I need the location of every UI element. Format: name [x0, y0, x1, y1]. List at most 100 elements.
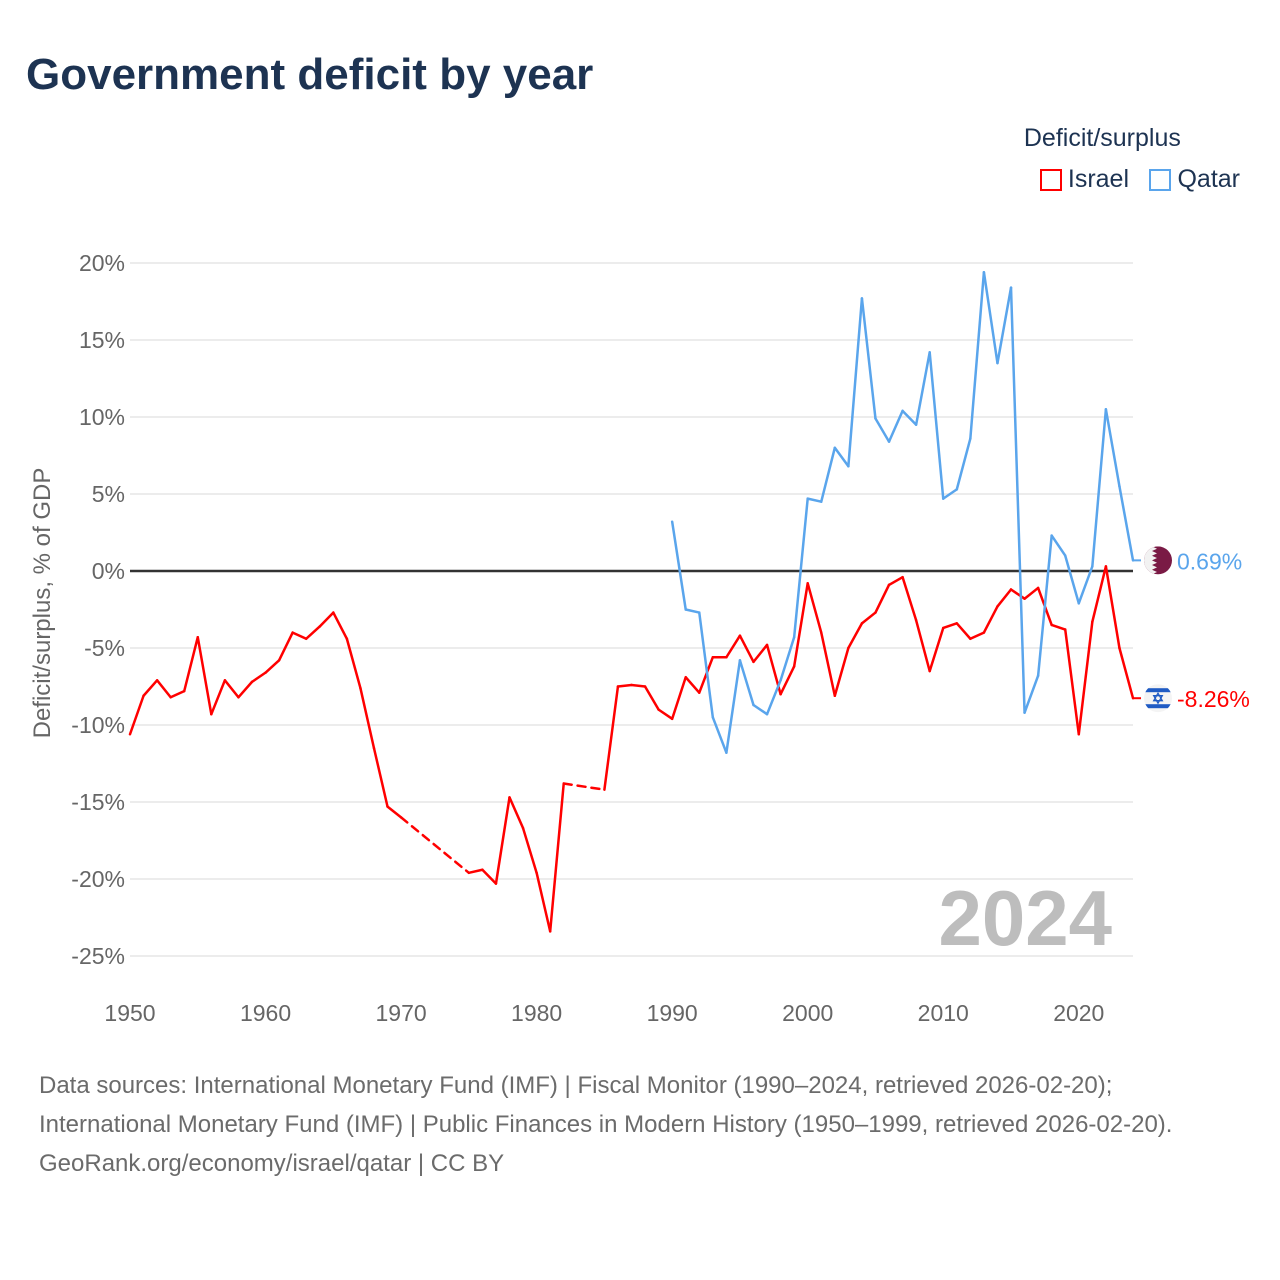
y-tick-label: -15% — [71, 789, 125, 815]
israel-line-segment — [345, 637, 362, 690]
israel-line-segment — [657, 708, 674, 721]
gridlines — [130, 262, 1133, 957]
qatar-line-segment — [982, 270, 999, 365]
qatar-line-segment — [1063, 554, 1081, 605]
israel-line-segment — [901, 575, 918, 622]
israel-line-segment — [643, 685, 660, 711]
israel-line-segment — [792, 582, 809, 668]
israel-line-segment — [1063, 628, 1081, 736]
israel-line-segment — [887, 575, 904, 587]
qatar-line-segment — [847, 297, 864, 468]
x-tick-label: 2000 — [782, 1000, 833, 1026]
x-tick-label: 1980 — [511, 1000, 562, 1026]
x-axis-ticks: 1950 1960 1970 1980 1990 2000 2010 2020 — [104, 1000, 1104, 1026]
qatar-line-segment — [901, 409, 918, 426]
qatar-line-segment — [969, 270, 986, 440]
israel-line-segment — [738, 634, 755, 664]
qatar-line-segment — [1118, 485, 1135, 562]
y-tick-label: -10% — [71, 712, 125, 738]
israel-line-segment — [806, 582, 823, 634]
series-lines — [128, 270, 1135, 933]
israel-line-segment — [630, 683, 647, 688]
israel-line-segment — [399, 816, 471, 875]
qatar-line-segment — [806, 497, 823, 503]
israel-line-segment — [494, 796, 511, 885]
qatar-line-segment — [765, 679, 782, 716]
legend-item-israel[interactable]: Israel — [1039, 165, 1130, 194]
legend-swatch-israel — [1039, 168, 1062, 191]
qatar-line-segment — [996, 286, 1013, 365]
y-tick-label: 10% — [79, 404, 125, 430]
israel-end-value-label: -8.26% — [1177, 686, 1250, 712]
qatar-line-segment — [1104, 408, 1121, 488]
legend-item-qatar[interactable]: Qatar — [1149, 165, 1240, 194]
israel-line-segment — [467, 868, 484, 875]
israel-line-segment — [264, 659, 281, 674]
qatar-line-segment — [1077, 565, 1094, 605]
qatar-line-segment — [1023, 674, 1040, 714]
israel-line-segment — [359, 686, 376, 750]
qatar-line-segment — [955, 437, 972, 491]
x-tick-label: 1950 — [104, 1000, 155, 1026]
israel-line-segment — [562, 782, 606, 791]
israel-line-segment — [535, 871, 552, 933]
israel-line-segment — [982, 605, 999, 634]
x-tick-label: 1960 — [240, 1000, 291, 1026]
end-labels: -8.26% 0.69% — [1133, 546, 1250, 713]
israel-line-segment — [304, 625, 322, 641]
qatar-line-segment — [684, 608, 701, 614]
israel-line-segment — [874, 583, 891, 614]
israel-line-segment — [684, 676, 701, 694]
qatar-line-segment — [792, 497, 809, 639]
israel-line-segment — [941, 622, 959, 630]
x-tick-label: 2010 — [918, 1000, 969, 1026]
israel-line-segment — [1023, 586, 1040, 600]
israel-line-segment — [250, 671, 267, 684]
qatar-line-segment — [833, 446, 850, 468]
qatar-line-segment — [820, 446, 837, 503]
israel-line-segment — [1050, 623, 1067, 631]
israel-line-segment — [847, 622, 864, 650]
y-tick-label: 15% — [79, 327, 125, 353]
legend-label-israel: Israel — [1067, 165, 1130, 193]
y-tick-label: 0% — [92, 558, 125, 584]
qatar-line-segment — [725, 659, 742, 754]
israel-line-segment — [155, 679, 172, 699]
qatar-flag-icon — [1144, 546, 1172, 575]
credit-link[interactable]: GeoRank.org/economy/israel/qatar | CC BY — [39, 1150, 505, 1177]
israel-line-segment — [1104, 565, 1121, 650]
qatar-line-segment — [1009, 286, 1026, 714]
israel-line-segment — [725, 634, 742, 659]
legend-title: Deficit/surplus — [1023, 124, 1181, 152]
israel-line-segment — [223, 679, 240, 699]
israel-line-segment — [820, 631, 837, 697]
israel-line-segment — [128, 694, 145, 736]
israel-line-segment — [332, 611, 349, 641]
israel-line-segment — [182, 635, 200, 693]
israel-line-segment — [508, 796, 525, 830]
y-tick-label: -25% — [71, 943, 125, 969]
qatar-line-segment — [914, 351, 931, 426]
y-tick-label: -20% — [71, 866, 125, 892]
israel-line-segment — [670, 676, 687, 721]
israel-line-segment — [955, 622, 972, 641]
israel-line-segment — [142, 679, 159, 697]
y-tick-label: 20% — [79, 250, 125, 276]
qatar-line-segment — [1050, 534, 1067, 557]
israel-line-segment — [1118, 646, 1135, 700]
qatar-line-segment — [711, 716, 728, 754]
israel-line-segment — [698, 655, 715, 694]
footer: Data sources: International Monetary Fun… — [39, 1066, 1239, 1183]
israel-line-segment — [210, 679, 227, 716]
israel-line-segment — [996, 588, 1013, 608]
legend: Deficit/surplus Israel Qatar — [1024, 124, 1240, 196]
israel-line-segment — [928, 626, 945, 673]
israel-line-segment — [860, 611, 877, 625]
israel-line-segment — [833, 646, 850, 697]
qatar-line-segment — [779, 635, 796, 682]
israel-line-segment — [372, 746, 389, 808]
line-chart: 20% 15% 10% 5% 0% -5% -10% -15% -20% -25% 1950 196… — [29, 250, 1250, 1026]
y-tick-label: -5% — [84, 635, 125, 661]
israel-line-segment — [1077, 620, 1094, 736]
israel-flag-icon — [1144, 684, 1172, 713]
